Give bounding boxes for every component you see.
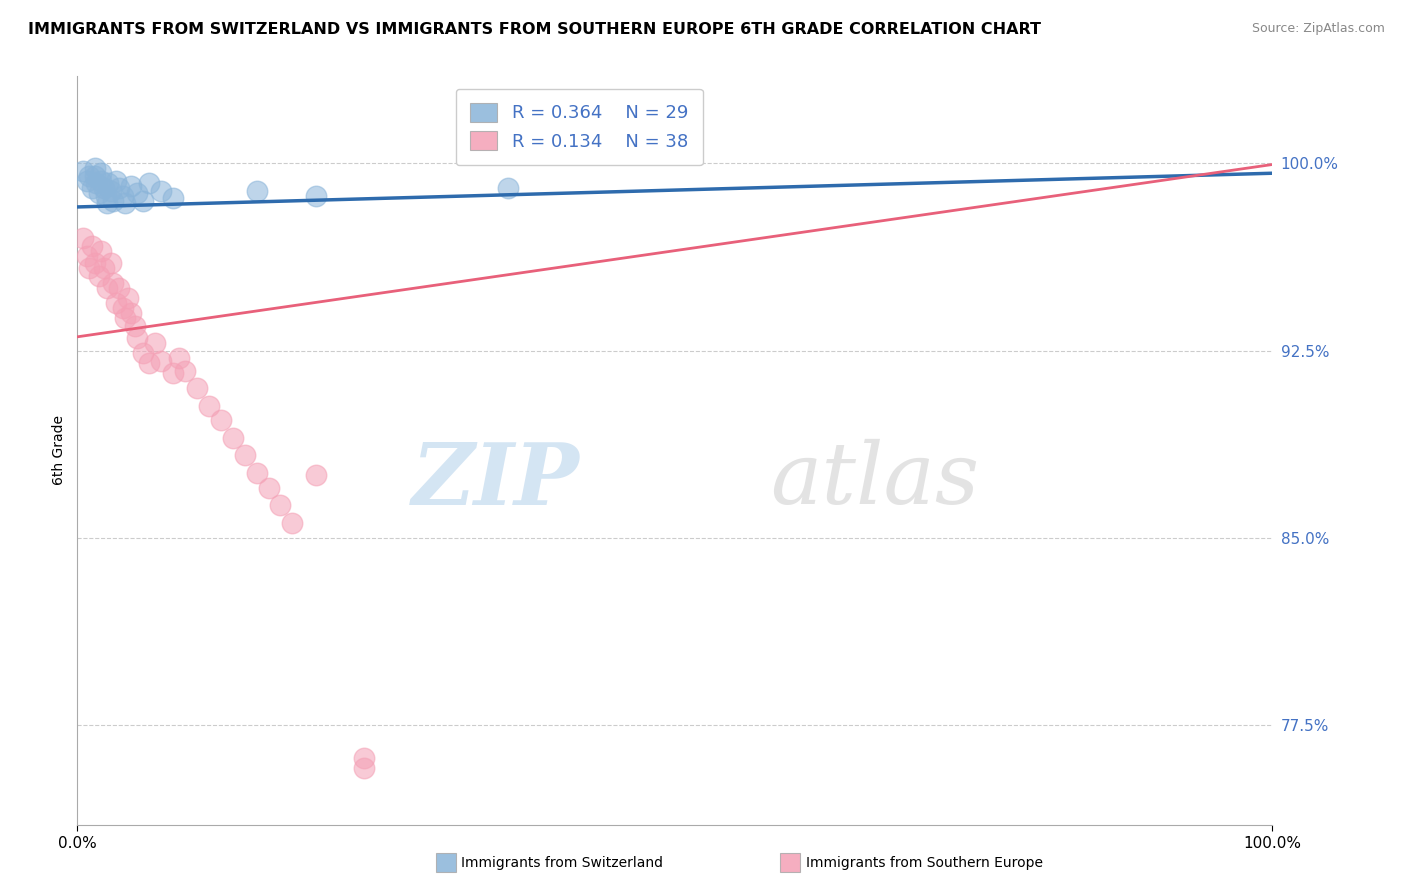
Point — [72, 163, 94, 178]
Point — [114, 196, 136, 211]
Point — [114, 311, 136, 326]
Point — [103, 276, 124, 290]
Point — [72, 231, 94, 245]
Point — [108, 181, 131, 195]
Point — [100, 184, 122, 198]
Text: atlas: atlas — [770, 439, 980, 522]
Point — [353, 761, 375, 775]
Point — [87, 186, 110, 201]
Point — [246, 184, 269, 198]
Point — [132, 194, 155, 208]
Point — [84, 169, 107, 183]
Point — [100, 256, 122, 270]
Point — [167, 351, 190, 365]
Point — [305, 468, 328, 483]
Text: Source: ZipAtlas.com: Source: ZipAtlas.com — [1251, 22, 1385, 36]
Point — [132, 346, 155, 360]
Point — [117, 291, 139, 305]
Point — [79, 169, 101, 183]
Point — [124, 318, 146, 333]
Point — [97, 176, 120, 190]
Point — [84, 256, 107, 270]
Point — [93, 261, 115, 276]
Point — [111, 301, 134, 315]
Point — [305, 188, 328, 202]
Point — [103, 194, 124, 208]
Y-axis label: 6th Grade: 6th Grade — [52, 416, 66, 485]
Point — [84, 161, 107, 176]
Point — [353, 750, 375, 764]
Point — [162, 191, 184, 205]
Point — [150, 353, 173, 368]
Point — [138, 356, 160, 370]
Point — [104, 174, 127, 188]
Point — [257, 481, 280, 495]
Point — [174, 363, 197, 377]
Point — [80, 238, 103, 252]
Point — [150, 184, 173, 198]
Text: IMMIGRANTS FROM SWITZERLAND VS IMMIGRANTS FROM SOUTHERN EUROPE 6TH GRADE CORRELA: IMMIGRANTS FROM SWITZERLAND VS IMMIGRANT… — [28, 22, 1040, 37]
Point — [138, 176, 160, 190]
Point — [162, 366, 184, 380]
Point — [86, 176, 108, 190]
Point — [76, 249, 98, 263]
Point — [120, 306, 142, 320]
Point — [143, 336, 166, 351]
Point — [87, 268, 110, 283]
Point — [496, 181, 519, 195]
Point — [186, 381, 208, 395]
Point — [127, 186, 149, 201]
Point — [90, 174, 112, 188]
Point — [94, 188, 117, 202]
Point — [233, 449, 256, 463]
Point — [79, 261, 101, 276]
Text: ZIP: ZIP — [412, 439, 579, 522]
Text: Immigrants from Southern Europe: Immigrants from Southern Europe — [806, 855, 1043, 870]
Point — [80, 181, 103, 195]
Text: Immigrants from Switzerland: Immigrants from Switzerland — [461, 855, 664, 870]
Point — [90, 166, 112, 180]
Point — [104, 296, 127, 310]
Point — [197, 399, 219, 413]
Point — [111, 188, 134, 202]
Point — [90, 244, 112, 258]
Point — [93, 181, 115, 195]
Legend: R = 0.364    N = 29, R = 0.134    N = 38: R = 0.364 N = 29, R = 0.134 N = 38 — [456, 88, 703, 165]
Point — [120, 178, 142, 193]
Point — [270, 499, 292, 513]
Point — [246, 466, 269, 480]
Point — [96, 281, 118, 295]
Point — [209, 413, 232, 427]
Point — [108, 281, 131, 295]
Point — [127, 331, 149, 345]
Point — [76, 174, 98, 188]
Point — [96, 196, 118, 211]
Point — [281, 516, 304, 530]
Point — [222, 431, 245, 445]
